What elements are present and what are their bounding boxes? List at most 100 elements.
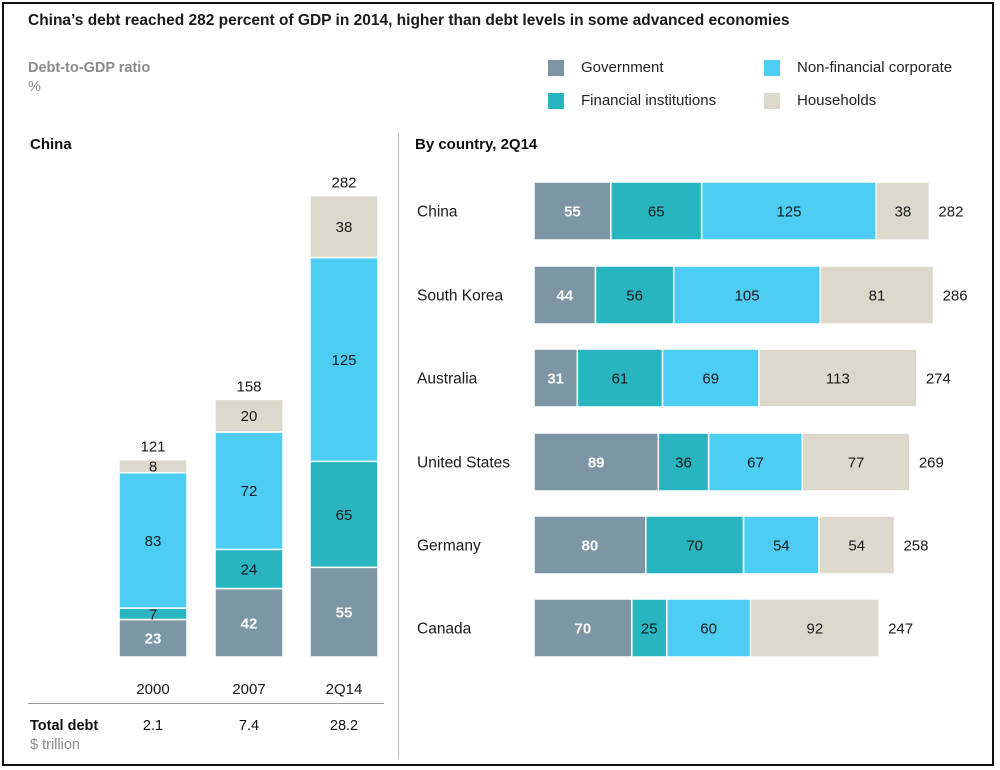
bar-united-states-households bbox=[801, 432, 911, 492]
y-axis-label: Debt-to-GDP ratio bbox=[28, 60, 151, 76]
data-label-germany-financial: 70 bbox=[686, 538, 703, 555]
bar-united-states-government bbox=[533, 432, 660, 492]
data-label-2q14-nonfinancial: 125 bbox=[331, 352, 356, 369]
legend-swatch-nonfinancial bbox=[764, 59, 780, 76]
total-label-germany: 258 bbox=[903, 538, 928, 555]
y-tick-canada: Canada bbox=[417, 621, 472, 638]
total-debt-value-2000: 2.1 bbox=[142, 718, 164, 734]
data-label-south-korea-financial: 56 bbox=[626, 288, 643, 305]
legend-label-government: Government bbox=[581, 59, 664, 76]
total-label-united-states: 269 bbox=[919, 455, 944, 472]
data-label-united-states-nonfinancial: 67 bbox=[747, 455, 764, 472]
bar-china-government bbox=[533, 181, 612, 241]
data-label-australia-nonfinancial: 69 bbox=[702, 371, 719, 388]
bar-2007-households bbox=[214, 398, 284, 433]
legend-label-financial: Financial institutions bbox=[581, 92, 717, 109]
data-label-china-nonfinancial: 125 bbox=[776, 204, 801, 221]
data-label-south-korea-households: 81 bbox=[869, 288, 886, 305]
data-label-2007-nonfinancial: 72 bbox=[241, 483, 258, 500]
data-label-china-households: 38 bbox=[895, 204, 912, 221]
legend-swatch-government bbox=[548, 59, 564, 76]
y-tick-south-korea: South Korea bbox=[417, 288, 504, 305]
bar-germany-nonfinancial bbox=[742, 515, 820, 575]
left-panel-title: China bbox=[30, 136, 72, 153]
right-panel-title: By country, 2Q14 bbox=[415, 136, 538, 153]
y-tick-australia: Australia bbox=[417, 371, 478, 388]
data-label-united-states-financial: 36 bbox=[675, 455, 692, 472]
bar-2q14-nonfinancial bbox=[309, 256, 379, 463]
data-label-south-korea-nonfinancial: 105 bbox=[735, 288, 760, 305]
bar-south-korea-nonfinancial bbox=[672, 265, 822, 325]
y-tick-china: China bbox=[417, 204, 458, 221]
chart-title: China’s debt reached 282 percent of GDP … bbox=[28, 12, 790, 29]
bar-2007-nonfinancial bbox=[214, 431, 284, 551]
bar-canada-government bbox=[533, 598, 633, 658]
bar-canada-households bbox=[749, 598, 880, 658]
total-label-canada: 247 bbox=[888, 621, 913, 638]
legend-swatch-financial bbox=[548, 92, 564, 109]
data-label-china-financial: 65 bbox=[648, 204, 665, 221]
legend-item-financial: Financial institutions bbox=[548, 92, 716, 109]
bar-germany-government bbox=[533, 515, 647, 575]
x-tick-2007: 2007 bbox=[232, 681, 265, 698]
bar-canada-nonfinancial bbox=[665, 598, 752, 658]
data-label-2007-government: 42 bbox=[241, 615, 258, 632]
data-label-2000-financial: 7 bbox=[149, 606, 157, 623]
legend-item-households: Households bbox=[764, 92, 876, 109]
total-debt-divider bbox=[28, 703, 384, 704]
y-axis-unit: % bbox=[28, 79, 41, 95]
data-label-australia-financial: 61 bbox=[612, 371, 629, 388]
x-tick-2000: 2000 bbox=[136, 681, 169, 698]
data-label-germany-nonfinancial: 54 bbox=[773, 538, 790, 555]
bar-china-nonfinancial bbox=[700, 181, 878, 241]
data-label-united-states-government: 89 bbox=[588, 455, 605, 472]
bar-2007-government bbox=[214, 587, 284, 658]
total-label-south-korea: 286 bbox=[943, 288, 968, 305]
legend-item-government: Government bbox=[548, 59, 664, 76]
total-debt-value-2q14: 28.2 bbox=[329, 718, 359, 734]
bar-australia-households bbox=[758, 348, 918, 408]
data-label-2007-financial: 24 bbox=[241, 561, 258, 578]
data-label-united-states-households: 77 bbox=[848, 455, 865, 472]
data-label-canada-government: 70 bbox=[575, 621, 592, 638]
data-label-south-korea-government: 44 bbox=[556, 288, 573, 305]
legend-swatch-households bbox=[764, 92, 780, 109]
data-label-2q14-government: 55 bbox=[336, 605, 353, 622]
data-label-2007-households: 20 bbox=[241, 408, 258, 425]
bar-united-states-nonfinancial bbox=[707, 432, 804, 492]
bar-germany-financial bbox=[645, 515, 745, 575]
panel-divider bbox=[398, 133, 399, 759]
bar-south-korea-households bbox=[819, 265, 935, 325]
bar-2q14-households bbox=[309, 194, 379, 259]
data-label-2000-households: 8 bbox=[149, 459, 157, 476]
data-label-australia-households: 113 bbox=[826, 371, 850, 388]
y-tick-united-states: United States bbox=[417, 455, 510, 472]
legend-label-households: Households bbox=[797, 92, 877, 109]
bar-canada-financial bbox=[631, 598, 668, 658]
data-label-2q14-households: 38 bbox=[336, 219, 353, 236]
bar-2000-households bbox=[118, 458, 188, 474]
data-label-2000-government: 23 bbox=[145, 631, 162, 648]
bar-germany-households bbox=[818, 515, 896, 575]
data-label-canada-financial: 25 bbox=[641, 621, 658, 638]
data-label-canada-households: 92 bbox=[806, 621, 823, 638]
data-label-canada-nonfinancial: 60 bbox=[700, 621, 717, 638]
country-stacked-bar-chart: China 55 65 125 38 282 South Korea 44 56 105 81 286… bbox=[417, 181, 968, 658]
total-label-2000: 121 bbox=[140, 439, 165, 456]
data-label-china-government: 55 bbox=[564, 204, 581, 221]
x-tick-2q14: 2Q14 bbox=[326, 681, 363, 698]
bar-2q14-government bbox=[309, 566, 379, 658]
total-debt-label: Total debt bbox=[30, 718, 99, 734]
total-label-2q14: 282 bbox=[331, 175, 356, 192]
data-label-2000-nonfinancial: 83 bbox=[145, 533, 162, 550]
bar-china-households bbox=[875, 181, 931, 241]
data-label-germany-households: 54 bbox=[848, 538, 865, 555]
total-debt-unit: $ trillion bbox=[30, 737, 80, 753]
china-stacked-column-chart: 23 7 83 8 121 2000 42 24 72 20 158 2007 55 65 125 38 282… bbox=[118, 175, 379, 698]
total-label-australia: 274 bbox=[926, 371, 951, 388]
data-label-australia-government: 31 bbox=[547, 371, 564, 388]
bar-australia-financial bbox=[576, 348, 664, 408]
bar-australia-government bbox=[533, 348, 579, 408]
data-label-2q14-financial: 65 bbox=[336, 507, 353, 524]
data-label-germany-government: 80 bbox=[582, 538, 599, 555]
